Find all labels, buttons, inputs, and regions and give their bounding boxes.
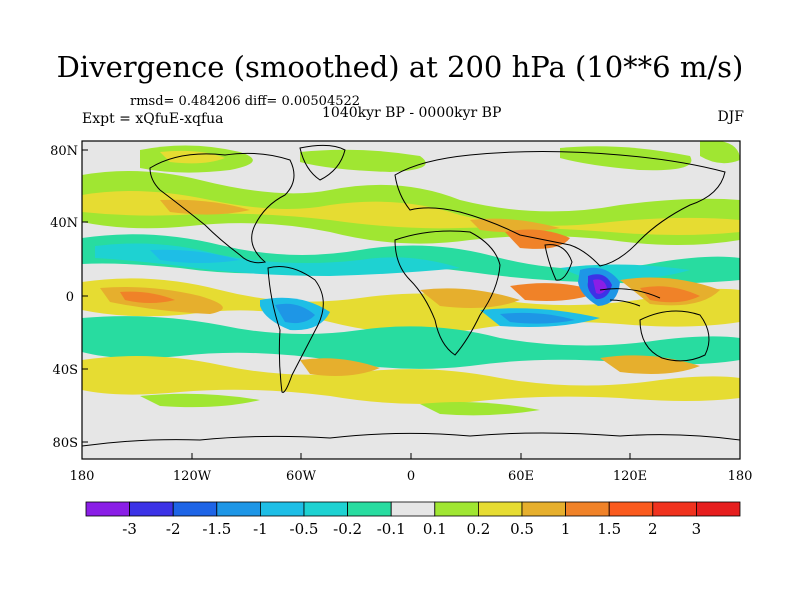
colorbar-label: 0.2 xyxy=(466,520,490,538)
colorbar-box xyxy=(696,501,741,517)
colorbar-label: -1.5 xyxy=(202,520,231,538)
lon-label: 60W xyxy=(286,469,317,484)
colorbar-box xyxy=(565,501,610,517)
colorbar-box xyxy=(259,501,305,517)
colorbar-box xyxy=(347,501,392,517)
lon-label: 180 xyxy=(728,469,753,484)
colorbar-label: -3 xyxy=(122,520,137,538)
experiment-label: Expt = xQfuE-xqfua xyxy=(82,111,224,127)
season-label: DJF xyxy=(717,109,744,125)
stats-label: rmsd= 0.484206 diff= 0.00504522 xyxy=(130,94,361,109)
colorbar-label: 0.5 xyxy=(510,520,534,538)
colorbar-box xyxy=(608,501,654,517)
colorbar-box xyxy=(303,501,348,517)
lat-label: 40S xyxy=(53,363,78,378)
colorbar-box xyxy=(477,501,523,517)
map-title: Divergence (smoothed) at 200 hPa (10**6 … xyxy=(56,50,744,84)
latitude-axis: 80N 40N 0 40S 80S xyxy=(50,144,88,451)
lon-label: 0 xyxy=(407,469,415,484)
colorbar-box xyxy=(390,501,436,517)
colorbar-box xyxy=(172,501,218,517)
colorbar-box xyxy=(652,501,697,517)
longitude-axis: 180 120W 60W 0 60E 120E 180 xyxy=(70,453,753,484)
lat-label: 80N xyxy=(50,144,78,159)
contour-fields xyxy=(82,141,740,416)
lon-label: 60E xyxy=(508,469,534,484)
lon-label: 120E xyxy=(613,469,647,484)
colorbar-box xyxy=(129,501,174,517)
lat-label: 40N xyxy=(50,216,78,231)
colorbar-label: 2 xyxy=(648,520,658,538)
colorbar-label: 1 xyxy=(561,520,571,538)
colorbar-box xyxy=(85,501,130,517)
colorbar-label: -1 xyxy=(253,520,268,538)
colorbar: -3 -2 -1.5 -1 -0.5 -0.2 -0.1 0.1 0.2 0.5 1 1.5 2 3 xyxy=(85,501,741,538)
lon-label: 180 xyxy=(70,469,95,484)
period-label: 1040kyr BP - 0000kyr BP xyxy=(322,105,502,121)
colorbar-label: 0.1 xyxy=(423,520,447,538)
colorbar-label: -0.5 xyxy=(290,520,319,538)
colorbar-label: -2 xyxy=(166,520,181,538)
colorbar-label: 3 xyxy=(692,520,702,538)
lon-label: 120W xyxy=(173,469,212,484)
coastlines xyxy=(82,144,740,447)
colorbar-box xyxy=(216,501,261,517)
colorbar-box xyxy=(434,501,479,517)
colorbar-label: -0.1 xyxy=(377,520,406,538)
lat-label: 80S xyxy=(53,436,78,451)
colorbar-label: -0.2 xyxy=(333,520,362,538)
colorbar-box xyxy=(521,501,566,517)
lat-label: 0 xyxy=(66,290,74,305)
colorbar-label: 1.5 xyxy=(597,520,621,538)
